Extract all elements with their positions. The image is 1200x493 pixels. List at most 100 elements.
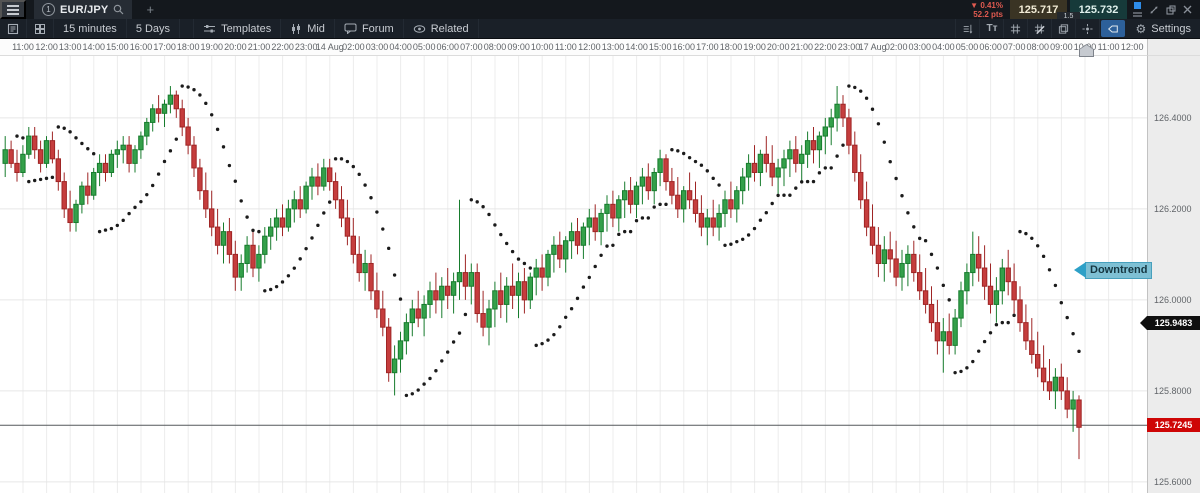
add-tab-button[interactable]: + <box>142 0 158 19</box>
main-menu-button[interactable] <box>0 0 26 19</box>
last-price-tag: 125.7245 <box>1147 418 1200 433</box>
price-axis-label: 125.6000 <box>1154 476 1192 487</box>
time-axis-label: 07:00 <box>1002 42 1026 52</box>
time-axis-label: 21:00 <box>247 42 271 52</box>
time-axis-label: 07:00 <box>460 42 483 52</box>
time-axis-label: 08:00 <box>1026 42 1050 52</box>
price-labels-toggle-button[interactable] <box>1101 20 1126 37</box>
news-icon <box>7 23 19 34</box>
time-axis-label: 17 Aug <box>858 42 887 52</box>
time-axis-label: 22:00 <box>271 42 294 52</box>
time-axis-label: 16:00 <box>672 42 696 52</box>
range-button[interactable]: 5 Days <box>127 19 181 38</box>
mini-menu-icon[interactable] <box>1133 12 1142 17</box>
time-axis-label: 02:00 <box>884 42 908 52</box>
downtrend-annotation[interactable]: Downtrend <box>1073 262 1153 280</box>
time-axis-label: 17:00 <box>696 42 719 52</box>
forum-button[interactable]: Forum <box>335 19 404 38</box>
status-indicator <box>1134 2 1141 9</box>
grid-icon <box>1011 23 1021 34</box>
topbar-spacer <box>158 0 970 19</box>
candlestick-plot[interactable] <box>0 56 1147 493</box>
chart-area: 126.4000 126.2000 126.0000 125.8000 125.6000… <box>0 56 1200 493</box>
time-axis-label: 22:00 <box>814 42 837 52</box>
interval-button[interactable]: 15 minutes <box>54 19 127 38</box>
time-axis-label: 20:00 <box>224 42 247 52</box>
time-axis-label: 14:00 <box>625 42 648 52</box>
current-bar-marker[interactable] <box>1079 44 1094 57</box>
gear-icon: ⚙ <box>1135 21 1147 36</box>
chart-toolbar: 15 minutes 5 Days Templates Mid Forum Re… <box>0 19 1200 39</box>
templates-button[interactable]: Templates <box>194 19 282 38</box>
layout-grid-icon <box>35 23 45 34</box>
time-axis-label: 14:00 <box>82 42 106 52</box>
time-axis-label: 16:00 <box>129 42 153 52</box>
duplicate-chart-button[interactable] <box>1052 19 1077 38</box>
layers-icon <box>1059 23 1069 34</box>
time-axis-label: 09:00 <box>1050 42 1073 52</box>
time-axis-label: 15:00 <box>106 42 129 52</box>
time-axis-label: 04:00 <box>932 42 955 52</box>
time-axis-label: 03:00 <box>908 42 932 52</box>
time-axis-label: 06:00 <box>436 42 460 52</box>
time-axis-label: 05:00 <box>955 42 979 52</box>
top-bar: 1 EUR/JPY + ▼ 0.41% 52.2 pts 125.717 125… <box>0 0 1200 21</box>
axis-corner <box>1147 39 1200 56</box>
time-axis-label: 11:00 <box>12 42 34 52</box>
axis-scale-icon <box>964 24 973 34</box>
ask-price-button[interactable]: 125.732 <box>1070 0 1127 19</box>
time-axis-label: 05:00 <box>412 42 436 52</box>
time-axis-label: 03:00 <box>365 42 389 52</box>
candlestick-icon <box>292 23 301 34</box>
gridlines-button[interactable] <box>1004 19 1029 38</box>
price-change: ▼ 0.41% 52.2 pts <box>970 0 1003 19</box>
mid-price-mode-button[interactable]: Mid <box>281 19 335 38</box>
time-axis-label: 13:00 <box>58 42 82 52</box>
price-axis-label: 125.8000 <box>1154 385 1192 396</box>
sar-price-tag: 125.9483 <box>1140 316 1200 331</box>
time-axis-label: 12:00 <box>1120 42 1144 52</box>
time-axis-label: 20:00 <box>766 42 790 52</box>
down-arrow-icon: ▼ <box>970 0 979 10</box>
settings-button[interactable]: ⚙ Settings <box>1126 19 1200 38</box>
related-button[interactable]: Related <box>404 19 479 38</box>
toolbar-divider <box>180 19 195 38</box>
speech-bubble-icon <box>344 23 357 34</box>
change-pips: 52.2 pts <box>973 9 1003 19</box>
time-axis-label: 04:00 <box>389 42 412 52</box>
time-axis[interactable]: 11:00 12:00 13:00 14:00 15:00 16:00 17:00 18:00… <box>0 39 1147 56</box>
price-axis-label: 126.4000 <box>1154 112 1192 123</box>
popout-window-icon[interactable] <box>1166 4 1176 15</box>
eye-icon <box>413 24 425 33</box>
bid-price-button[interactable]: 125.717 <box>1010 0 1067 19</box>
time-axis-label: 23:00 <box>837 42 861 52</box>
layout-grid-button[interactable] <box>27 19 54 38</box>
price-tag-icon <box>1108 24 1119 33</box>
crosshair-button[interactable] <box>1076 19 1101 38</box>
time-axis-label: 13:00 <box>601 42 625 52</box>
time-axis-label: 11:00 <box>1097 42 1120 52</box>
close-icon[interactable] <box>1183 5 1192 14</box>
time-axis-label: 23:00 <box>294 42 318 52</box>
expand-icon[interactable] <box>1149 5 1159 15</box>
time-axis-label: 09:00 <box>507 42 530 52</box>
news-panel-button[interactable] <box>0 19 27 38</box>
text-size-button[interactable]: Tт <box>980 19 1005 38</box>
window-controls <box>1127 0 1200 19</box>
search-icon[interactable] <box>113 4 124 15</box>
time-axis-label: 21:00 <box>790 42 814 52</box>
axis-scale-button[interactable] <box>956 19 981 38</box>
tab-index-badge: 1 <box>42 3 55 16</box>
time-axis-label: 19:00 <box>743 42 766 52</box>
quote-panel: 125.717 125.732 1.5 <box>1010 0 1127 21</box>
time-axis-label: 08:00 <box>483 42 507 52</box>
symbol-tab[interactable]: 1 EUR/JPY <box>34 0 133 19</box>
time-axis-label: 17:00 <box>153 42 176 52</box>
grid-edit-button[interactable] <box>1028 19 1053 38</box>
symbol-label: EUR/JPY <box>60 3 109 16</box>
change-percent: ▼ 0.41% <box>970 0 1003 10</box>
time-axis-label: 06:00 <box>979 42 1002 52</box>
crosshair-icon <box>1082 23 1094 34</box>
price-axis-label: 126.2000 <box>1154 203 1192 214</box>
sliders-icon <box>204 25 216 33</box>
